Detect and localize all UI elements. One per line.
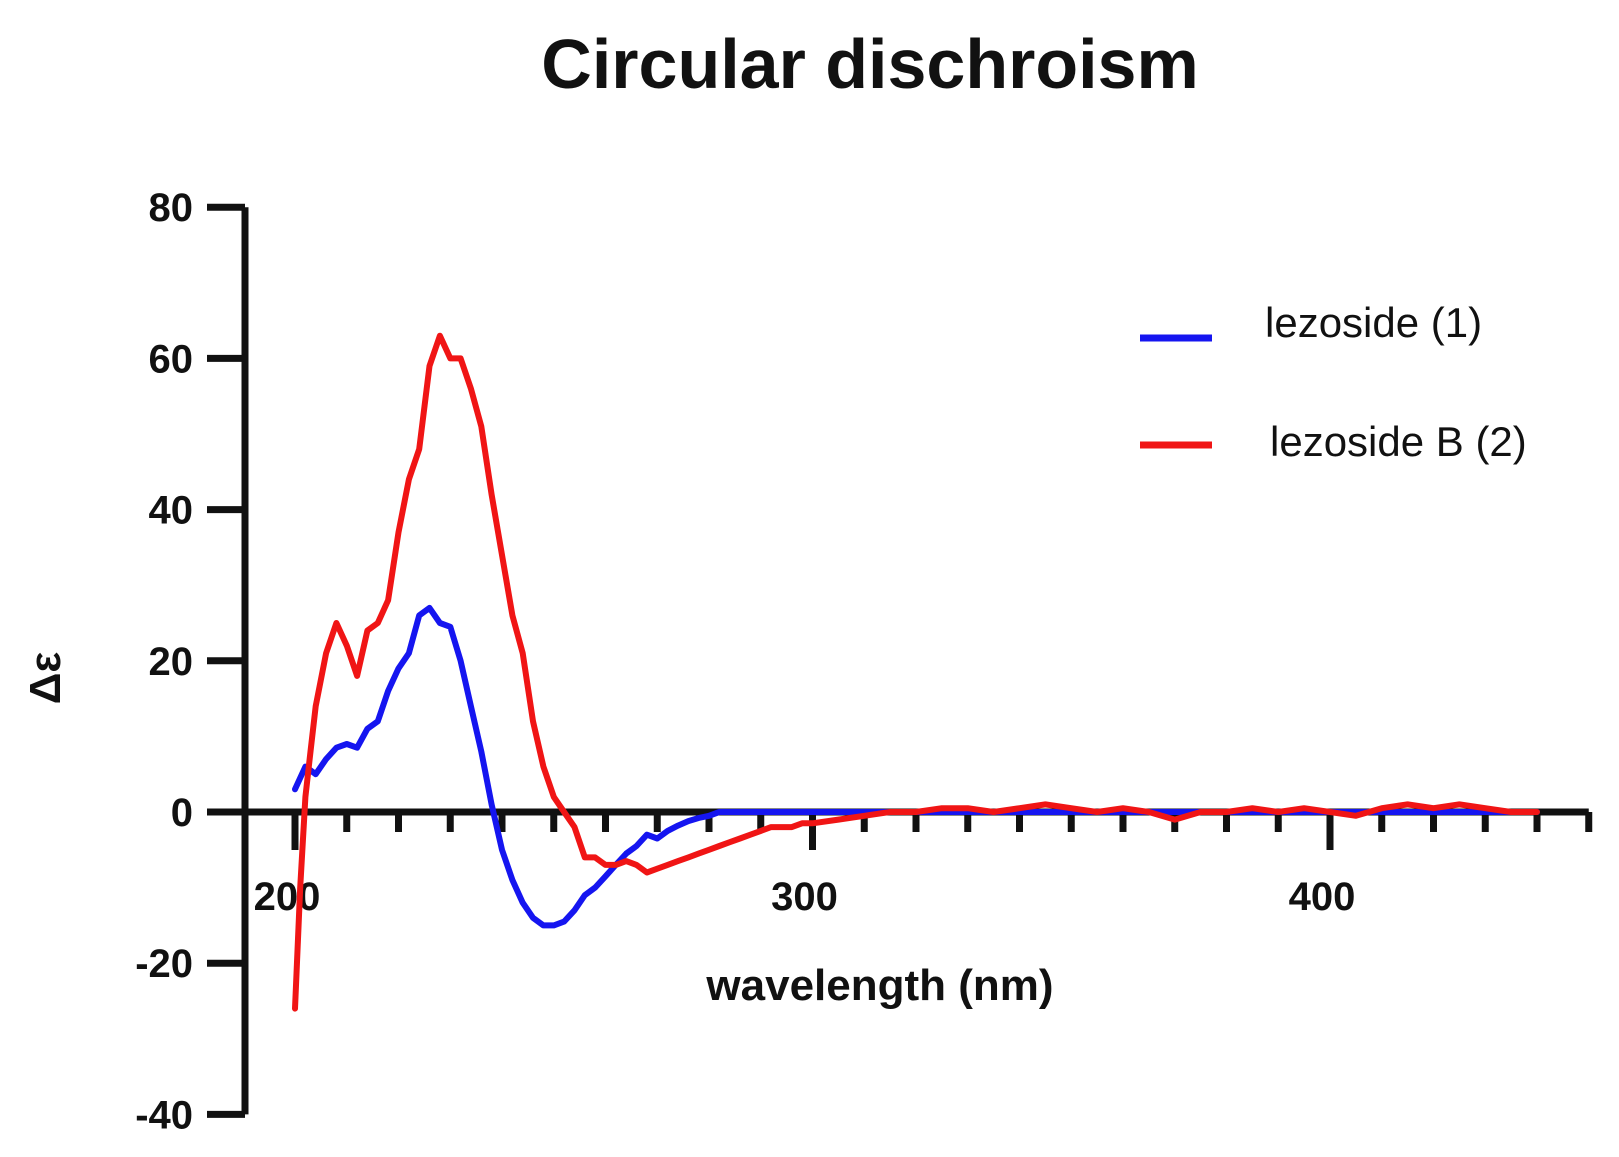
legend-label-lezoside-b-2: lezoside B (2) xyxy=(1270,418,1527,465)
y-tick-label: 0 xyxy=(171,791,193,835)
y-tick-label: 20 xyxy=(149,640,194,684)
x-tick-label: 400 xyxy=(1289,875,1356,919)
legend-label-lezoside-1: lezoside (1) xyxy=(1265,299,1482,346)
y-tick-label: -40 xyxy=(135,1093,193,1137)
series-line-lezoside-b-2 xyxy=(292,332,1540,1012)
y-tick-label: 80 xyxy=(149,186,194,230)
series-group xyxy=(292,332,1540,1012)
chart-title: Circular dischroism xyxy=(541,25,1198,103)
y-tick-label: -20 xyxy=(135,942,193,986)
y-tick-label: 60 xyxy=(149,337,194,381)
x-tick-label: 300 xyxy=(771,875,838,919)
x-tick-label: 200 xyxy=(254,875,321,919)
y-tick-label: 40 xyxy=(149,489,194,533)
y-axis-label: Δε xyxy=(21,652,70,705)
x-axis-label: wavelength (nm) xyxy=(705,961,1053,1010)
legend: lezoside (1) lezoside B (2) xyxy=(1140,299,1527,465)
